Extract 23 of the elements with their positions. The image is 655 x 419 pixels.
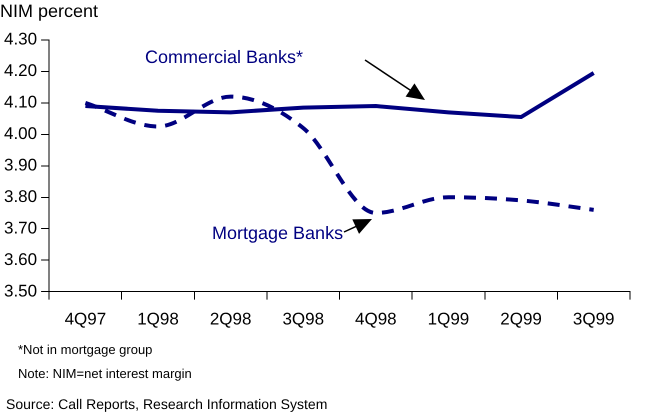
y-tick-label: 3.70 bbox=[4, 218, 38, 238]
y-tick-label: 3.50 bbox=[4, 281, 38, 300]
source-note: Source: Call Reports, Research Information System bbox=[6, 396, 328, 412]
x-tick-label: 4Q97 bbox=[64, 309, 106, 328]
y-tick-label: 4.30 bbox=[4, 30, 38, 49]
text: *Not in mortgage group bbox=[18, 342, 152, 357]
y-tick-label: 3.90 bbox=[4, 155, 38, 174]
y-tick-label: 4.20 bbox=[4, 61, 38, 80]
text: Commercial Banks* bbox=[145, 46, 304, 67]
x-tick-label: 2Q98 bbox=[210, 309, 252, 328]
x-tick-label: 1Q99 bbox=[428, 309, 470, 328]
y-axis-title: NIM percent bbox=[0, 0, 98, 21]
y-tick-label: 3.80 bbox=[4, 186, 38, 206]
x-tick-label: 3Q98 bbox=[282, 309, 324, 328]
x-tick-label: 3Q99 bbox=[572, 309, 614, 328]
y-tick-label: 4.10 bbox=[4, 92, 38, 112]
x-tick-label: 4Q98 bbox=[355, 309, 397, 328]
x-tick-label: 1Q98 bbox=[137, 309, 179, 328]
series-label: Mortgage Banks bbox=[212, 222, 344, 243]
y-tick-label: 3.60 bbox=[4, 250, 38, 269]
text: Note: NIM=net interest margin bbox=[18, 366, 192, 381]
x-tick-label: 2Q99 bbox=[500, 309, 542, 328]
y-tick-label: 4.00 bbox=[4, 124, 38, 144]
